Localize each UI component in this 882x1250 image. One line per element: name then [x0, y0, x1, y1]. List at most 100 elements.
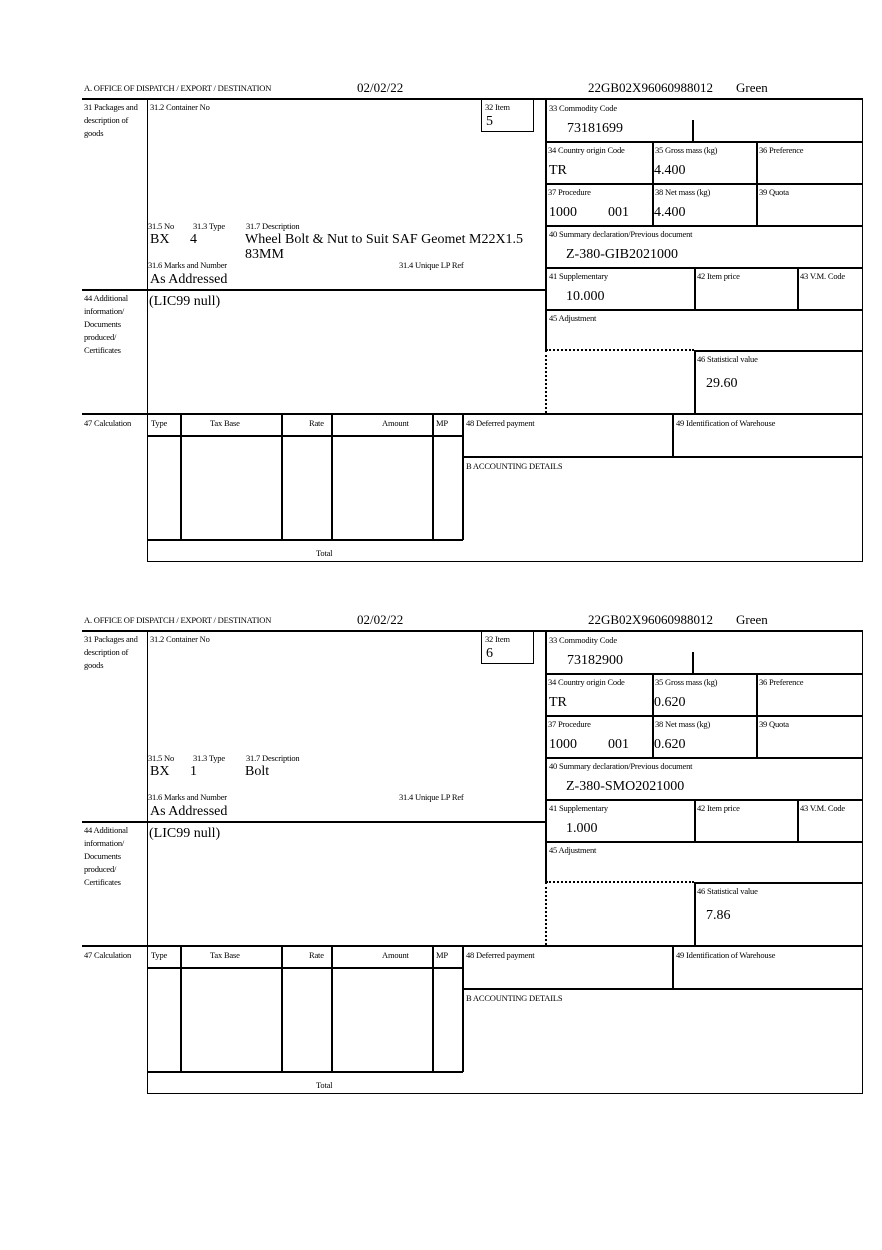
item-label: 32 Item	[485, 102, 510, 112]
supplementary-units: 10.000	[566, 289, 605, 304]
calc-tax-base-header: Tax Base	[210, 950, 240, 960]
supplementary-label: 41 Supplementary	[549, 271, 608, 281]
gross-mass-label: 35 Gross mass (kg)	[655, 677, 718, 687]
box-31-label: 31 Packages and description of goods	[84, 634, 138, 670]
goods-description: Wheel Bolt & Nut to Suit SAF Geomet M22X…	[245, 232, 524, 262]
declaration-date: 02/02/22	[357, 612, 404, 627]
supplementary-label: 41 Supplementary	[549, 803, 608, 813]
box-31-label: 31 Packages and description of goods	[84, 102, 138, 138]
supplementary-units: 1.000	[566, 821, 598, 836]
gross-mass-label: 35 Gross mass (kg)	[655, 145, 718, 155]
vm-code-label: 43 V.M. Code	[800, 271, 845, 281]
box-44-label: 44 Additional information/ Documents pro…	[84, 825, 128, 887]
unique-lp-ref-label: 31.4 Unique LP Ref	[399, 260, 464, 270]
calc-rate-header: Rate	[309, 950, 324, 960]
marks-value: As Addressed	[150, 804, 228, 819]
item-box	[481, 630, 534, 664]
accounting-details-label: B ACCOUNTING DETAILS	[466, 461, 563, 471]
item-box	[481, 98, 534, 132]
net-mass: 0.620	[654, 737, 686, 752]
calc-type-header: Type	[151, 950, 168, 960]
goods-description: Bolt	[245, 764, 270, 779]
deferred-payment-label: 48 Deferred payment	[466, 418, 535, 428]
calc-rate-header: Rate	[309, 418, 324, 428]
net-mass-label: 38 Net mass (kg)	[655, 187, 711, 197]
previous-document: Z-380-GIB2021000	[566, 247, 678, 262]
net-mass-label: 38 Net mass (kg)	[655, 719, 711, 729]
procedure-code: 1000	[549, 737, 577, 752]
procedure-code: 1000	[549, 205, 577, 220]
additional-info: (LIC99 null)	[149, 826, 221, 841]
office-label: A. OFFICE OF DISPATCH / EXPORT / DESTINA…	[84, 83, 272, 93]
calc-mp-header: MP	[436, 950, 448, 960]
calc-type-header: Type	[151, 418, 168, 428]
country-origin: TR	[549, 163, 567, 178]
item-price-label: 42 Item price	[697, 803, 740, 813]
mrn-number: 22GB02X96060988012	[588, 80, 713, 95]
quota-label: 39 Quota	[759, 187, 789, 197]
form-frame	[147, 98, 863, 562]
calc-total-label: Total	[316, 1080, 333, 1090]
pkg-no-label: 31.5 No	[148, 753, 174, 763]
marks-value: As Addressed	[150, 272, 228, 287]
gross-mass: 0.620	[654, 695, 686, 710]
additional-info: (LIC99 null)	[149, 294, 221, 309]
adjustment-label: 45 Adjustment	[549, 313, 597, 323]
pkg-type-label: 31.3 Type	[193, 221, 225, 231]
mrn-number: 22GB02X96060988012	[588, 612, 713, 627]
procedure-label: 37 Procedure	[548, 719, 591, 729]
calc-amount-header: Amount	[382, 950, 409, 960]
calc-mp-header: MP	[436, 418, 448, 428]
declaration-date: 02/02/22	[357, 80, 404, 95]
route-status: Green	[736, 612, 768, 627]
container-no-label: 31.2 Container No	[150, 102, 210, 112]
marks-label: 31.6 Marks and Number	[148, 260, 227, 270]
adjustment-label: 45 Adjustment	[549, 845, 597, 855]
statistical-value-label: 46 Statistical value	[697, 354, 758, 364]
commodity-code: 73181699	[567, 121, 623, 136]
quota-label: 39 Quota	[759, 719, 789, 729]
gross-mass: 4.400	[654, 163, 686, 178]
declaration-item-form: A. OFFICE OF DISPATCH / EXPORT / DESTINA…	[0, 80, 882, 580]
pkg-count: 1	[190, 764, 197, 779]
office-label: A. OFFICE OF DISPATCH / EXPORT / DESTINA…	[84, 615, 272, 625]
statistical-value: 7.86	[706, 908, 731, 923]
net-mass: 4.400	[654, 205, 686, 220]
container-no-label: 31.2 Container No	[150, 634, 210, 644]
statistical-value-label: 46 Statistical value	[697, 886, 758, 896]
deferred-payment-label: 48 Deferred payment	[466, 950, 535, 960]
commodity-code-label: 33 Commodity Code	[549, 635, 617, 645]
calculation-label: 47 Calculation	[84, 418, 132, 428]
marks-label: 31.6 Marks and Number	[148, 792, 227, 802]
statistical-value: 29.60	[706, 376, 738, 391]
vm-code-label: 43 V.M. Code	[800, 803, 845, 813]
country-origin-label: 34 Country origin Code	[548, 145, 625, 155]
calculation-label: 47 Calculation	[84, 950, 132, 960]
form-frame	[147, 630, 863, 1094]
pkg-type-label: 31.3 Type	[193, 753, 225, 763]
previous-document-label: 40 Summary declaration/Previous document	[549, 229, 693, 239]
pkg-count: 4	[190, 232, 197, 247]
procedure-label: 37 Procedure	[548, 187, 591, 197]
commodity-code: 73182900	[567, 653, 623, 668]
pkg-no-label: 31.5 No	[148, 221, 174, 231]
calc-amount-header: Amount	[382, 418, 409, 428]
calc-total-label: Total	[316, 548, 333, 558]
unique-lp-ref-label: 31.4 Unique LP Ref	[399, 792, 464, 802]
description-label: 31.7 Description	[246, 221, 300, 231]
country-origin: TR	[549, 695, 567, 710]
box-44-label: 44 Additional information/ Documents pro…	[84, 293, 128, 355]
route-status: Green	[736, 80, 768, 95]
item-label: 32 Item	[485, 634, 510, 644]
description-label: 31.7 Description	[246, 753, 300, 763]
previous-document: Z-380-SMO2021000	[566, 779, 685, 794]
preference-label: 36 Preference	[759, 677, 804, 687]
previous-document-label: 40 Summary declaration/Previous document	[549, 761, 693, 771]
warehouse-id-label: 49 Identification of Warehouse	[676, 950, 776, 960]
country-origin-label: 34 Country origin Code	[548, 677, 625, 687]
calc-tax-base-header: Tax Base	[210, 418, 240, 428]
item-number: 6	[486, 646, 493, 661]
pkg-kind: BX	[150, 764, 170, 779]
declaration-item-form: A. OFFICE OF DISPATCH / EXPORT / DESTINA…	[0, 612, 882, 1112]
